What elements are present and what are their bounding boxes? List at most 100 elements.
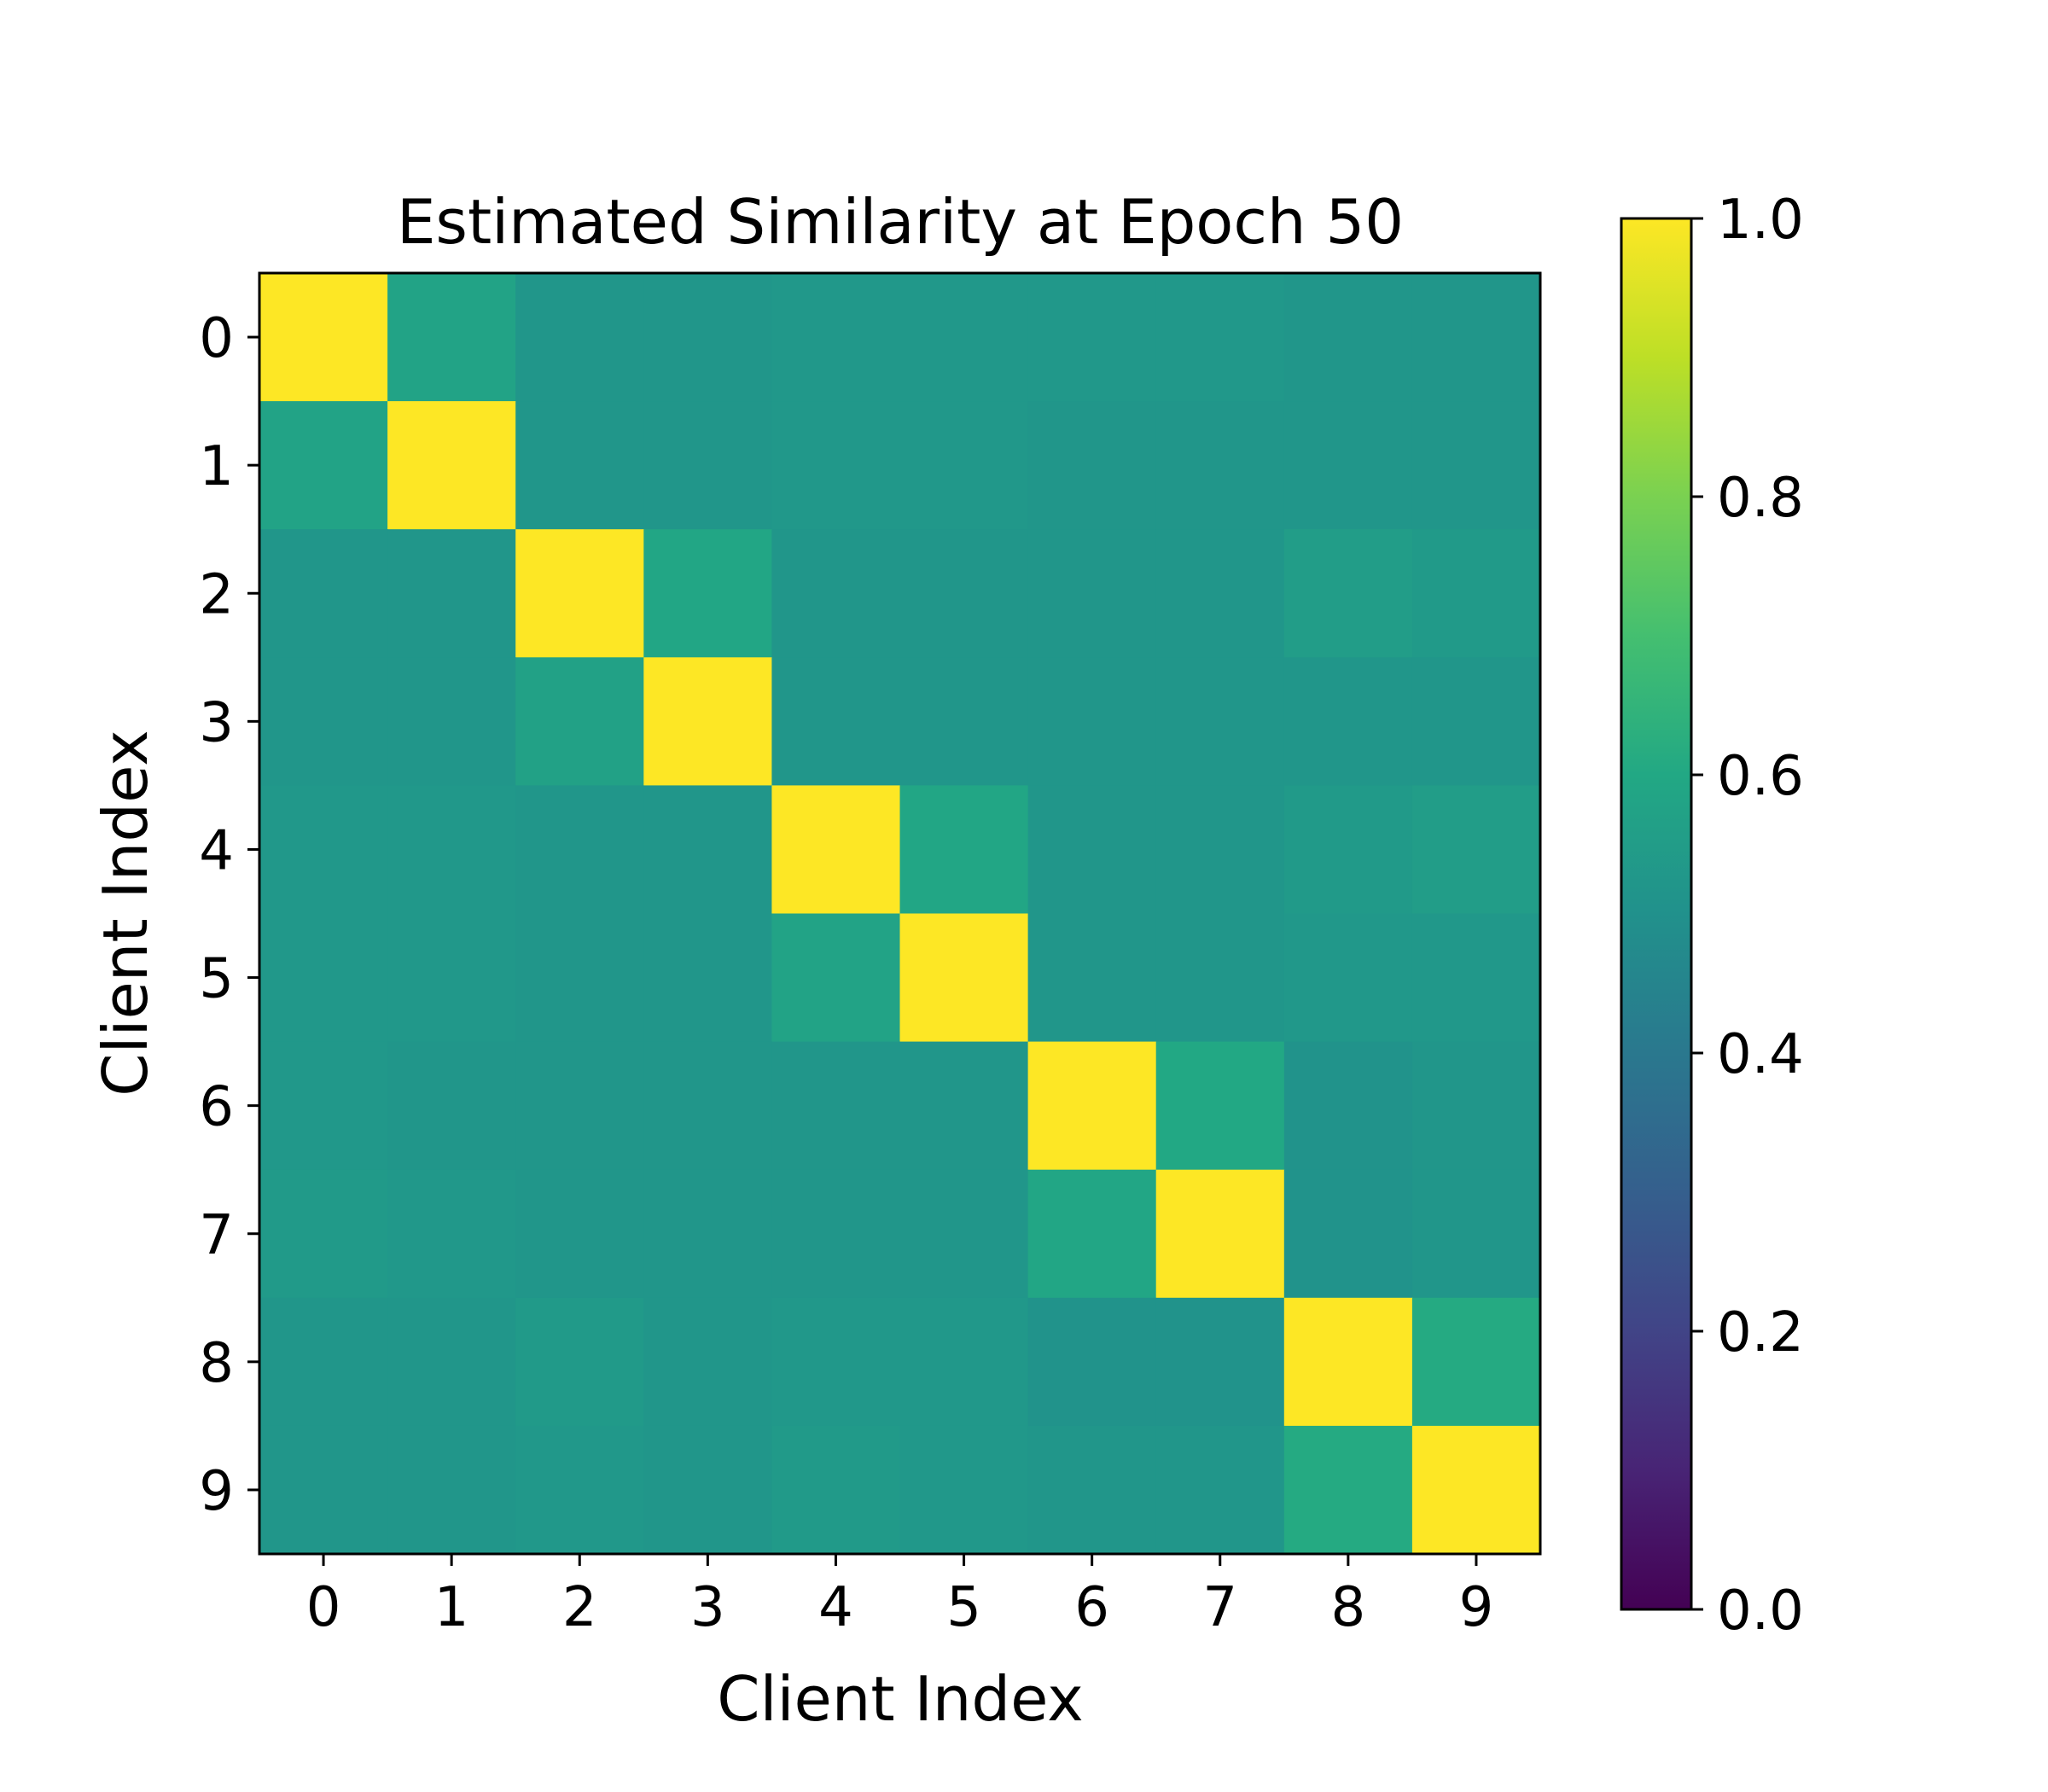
heatmap-cell-0-2 — [515, 273, 644, 402]
heatmap-cell-1-5 — [899, 401, 1029, 530]
heatmap-cell-3-0 — [259, 657, 388, 786]
heatmap-cell-5-2 — [515, 913, 644, 1043]
heatmap-cell-3-7 — [1155, 657, 1285, 786]
heatmap-cell-1-4 — [771, 401, 901, 530]
heatmap-cell-8-2 — [515, 1297, 644, 1427]
chart-title: Estimated Similarity at Epoch 50 — [397, 186, 1404, 258]
heatmap-cell-3-1 — [387, 657, 516, 786]
heatmap-cell-7-1 — [387, 1169, 516, 1299]
heatmap-cell-7-2 — [515, 1169, 644, 1299]
heatmap-cell-6-6 — [1027, 1041, 1157, 1171]
y-tick-label-2: 2 — [199, 563, 234, 626]
heatmap-cell-1-6 — [1027, 401, 1157, 530]
heatmap-cell-8-0 — [259, 1297, 388, 1427]
heatmap-cell-1-9 — [1411, 401, 1541, 530]
heatmap-cell-3-2 — [515, 657, 644, 786]
heatmap-cell-2-3 — [643, 529, 772, 658]
heatmap-cell-1-3 — [643, 401, 772, 530]
y-tick-label-7: 7 — [199, 1204, 234, 1267]
heatmap-cell-4-9 — [1411, 785, 1541, 915]
colorbar-ticks: 0.0 0.2 0.4 0.6 0.8 1.0 — [1691, 189, 1804, 1643]
y-tick-label-9: 9 — [199, 1460, 234, 1523]
heatmap-cell-0-3 — [643, 273, 772, 402]
y-tick-label-6: 6 — [199, 1076, 234, 1139]
heatmap-cell-8-4 — [771, 1297, 901, 1427]
heatmap-cell-0-9 — [1411, 273, 1541, 402]
colorbar-tick-label-0.2: 0.2 — [1717, 1301, 1804, 1364]
heatmap-cell-5-0 — [259, 913, 388, 1043]
heatmap-cell-9-3 — [643, 1425, 772, 1555]
heatmap-cell-2-9 — [1411, 529, 1541, 658]
heatmap-cell-2-0 — [259, 529, 388, 658]
heatmap-cell-9-5 — [899, 1425, 1029, 1555]
heatmap-cell-3-6 — [1027, 657, 1157, 786]
heatmap-cell-8-3 — [643, 1297, 772, 1427]
heatmap-cell-9-6 — [1027, 1425, 1157, 1555]
heatmap-cell-7-7 — [1155, 1169, 1285, 1299]
heatmap-cell-6-7 — [1155, 1041, 1285, 1171]
heatmap-cell-5-3 — [643, 913, 772, 1043]
heatmap-cell-0-0 — [259, 273, 388, 402]
heatmap-cell-2-2 — [515, 529, 644, 658]
heatmap-cell-3-4 — [771, 657, 901, 786]
heatmap-cell-9-7 — [1155, 1425, 1285, 1555]
heatmap-cell-4-7 — [1155, 785, 1285, 915]
heatmap-cell-6-0 — [259, 1041, 388, 1171]
x-axis-label: Client Index — [717, 1663, 1084, 1735]
heatmap-cell-9-2 — [515, 1425, 644, 1555]
x-tick-label-6: 6 — [1074, 1576, 1109, 1639]
heatmap-cell-8-8 — [1283, 1297, 1413, 1427]
heatmap-cell-8-1 — [387, 1297, 516, 1427]
heatmap-cell-4-3 — [643, 785, 772, 915]
heatmap-cell-4-4 — [771, 785, 901, 915]
heatmap-cells — [259, 273, 1541, 1555]
y-axis-ticks: 0 1 2 3 4 5 6 7 8 9 — [199, 307, 259, 1523]
heatmap-cell-4-2 — [515, 785, 644, 915]
heatmap-cell-8-6 — [1027, 1297, 1157, 1427]
plot-frame — [258, 271, 1542, 1556]
heatmap-cell-9-0 — [259, 1425, 388, 1555]
heatmap-cell-0-1 — [387, 273, 516, 402]
heatmap-cell-7-5 — [899, 1169, 1029, 1299]
heatmap-cell-0-8 — [1283, 273, 1413, 402]
heatmap-cell-9-9 — [1411, 1425, 1541, 1555]
heatmap-cell-4-8 — [1283, 785, 1413, 915]
colorbar-tick-label-0.4: 0.4 — [1717, 1023, 1804, 1086]
heatmap-cell-2-5 — [899, 529, 1029, 658]
heatmap-cell-5-7 — [1155, 913, 1285, 1043]
heatmap-cell-2-8 — [1283, 529, 1413, 658]
heatmap-cell-4-0 — [259, 785, 388, 915]
x-tick-label-9: 9 — [1459, 1576, 1494, 1639]
heatmap-cell-0-7 — [1155, 273, 1285, 402]
heatmap-cell-1-0 — [259, 401, 388, 530]
heatmap-cell-1-1 — [387, 401, 516, 530]
heatmap-cell-6-2 — [515, 1041, 644, 1171]
heatmap-cell-3-3 — [643, 657, 772, 786]
heatmap-cell-8-7 — [1155, 1297, 1285, 1427]
heatmap-cell-2-7 — [1155, 529, 1285, 658]
heatmap-cell-5-4 — [771, 913, 901, 1043]
heatmap-cell-7-8 — [1283, 1169, 1413, 1299]
y-tick-label-0: 0 — [199, 307, 234, 370]
y-tick-label-4: 4 — [199, 819, 234, 882]
heatmap-cell-5-6 — [1027, 913, 1157, 1043]
x-tick-label-4: 4 — [818, 1576, 853, 1639]
heatmap-cell-6-4 — [771, 1041, 901, 1171]
x-tick-label-1: 1 — [434, 1576, 469, 1639]
heatmap-cell-6-9 — [1411, 1041, 1541, 1171]
x-tick-label-8: 8 — [1330, 1576, 1365, 1639]
heatmap-cell-2-1 — [387, 529, 516, 658]
colorbar-tick-label-1.0: 1.0 — [1717, 189, 1804, 252]
heatmap-cell-0-6 — [1027, 273, 1157, 402]
x-tick-label-0: 0 — [306, 1576, 341, 1639]
heatmap-cell-3-9 — [1411, 657, 1541, 786]
x-tick-label-2: 2 — [562, 1576, 597, 1639]
y-tick-label-5: 5 — [199, 948, 234, 1011]
x-axis-ticks: 0 1 2 3 4 5 6 7 8 9 — [306, 1554, 1494, 1639]
heatmap-cell-3-8 — [1283, 657, 1413, 786]
heatmap-cell-1-2 — [515, 401, 644, 530]
heatmap-cell-6-3 — [643, 1041, 772, 1171]
heatmap-cell-1-8 — [1283, 401, 1413, 530]
heatmap-cell-7-3 — [643, 1169, 772, 1299]
y-tick-label-8: 8 — [199, 1332, 234, 1395]
